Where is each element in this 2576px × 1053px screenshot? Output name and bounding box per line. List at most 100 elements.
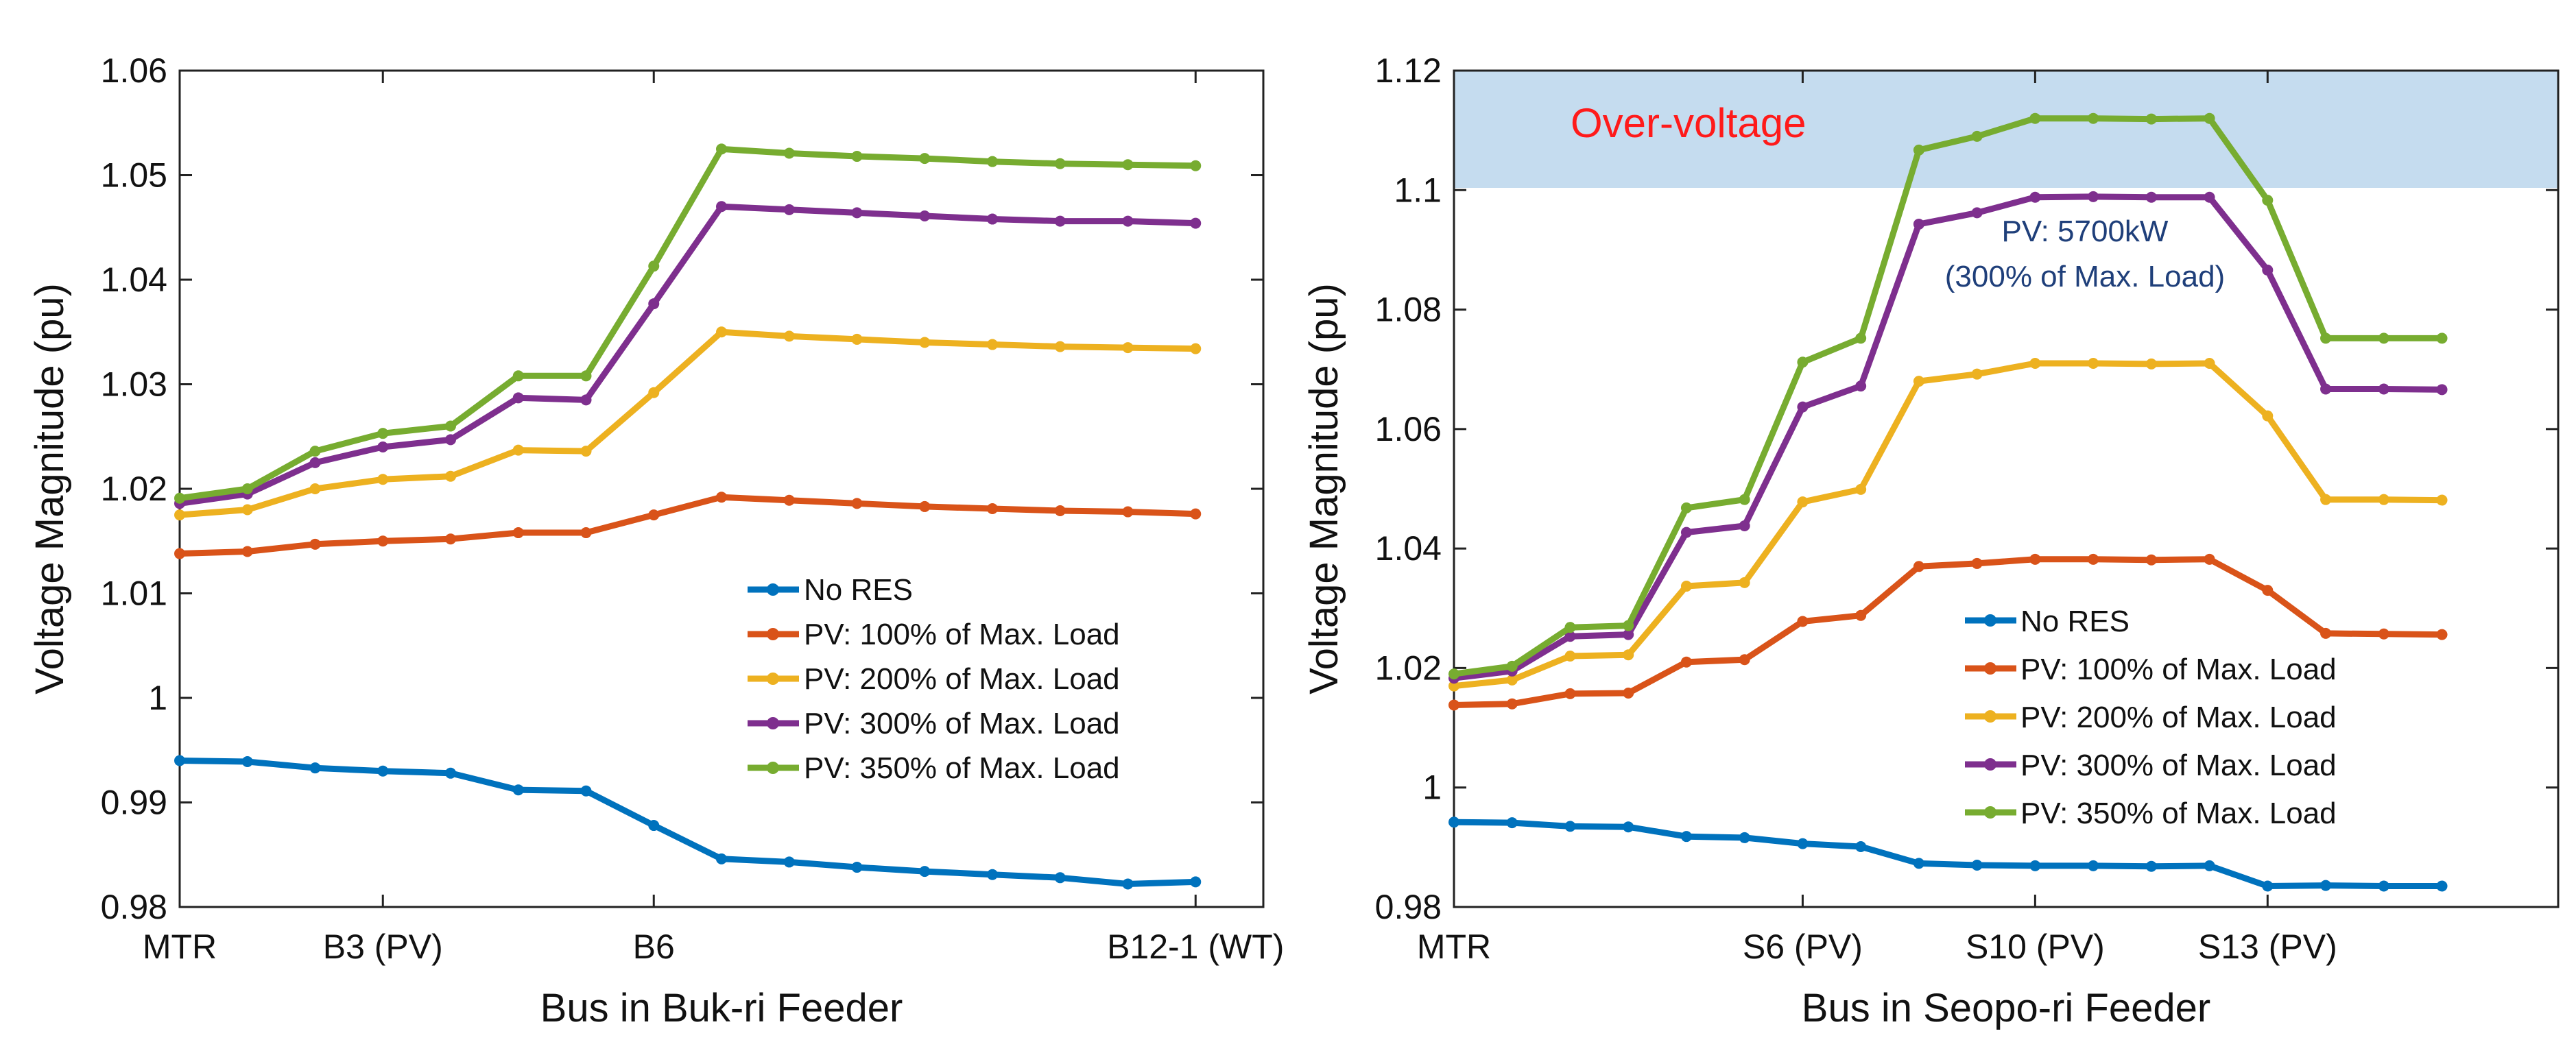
data-point <box>2436 880 2448 892</box>
data-point <box>445 767 456 779</box>
legend-item-pv-200: PV: 200% of Max. Load <box>748 662 1120 696</box>
y-tick-label: 1.03 <box>101 365 167 404</box>
data-point <box>2204 191 2215 203</box>
data-point <box>2204 358 2215 369</box>
data-point <box>1797 401 1809 413</box>
series-line <box>176 145 1199 502</box>
data-point <box>987 869 998 880</box>
data-point <box>512 370 524 382</box>
data-point <box>919 500 931 512</box>
legend: No RES PV: 100% of Max. Load PV: 200% of… <box>748 573 1120 785</box>
data-point <box>1564 821 1576 832</box>
x-tick-label: S10 (PV) <box>1966 928 2105 966</box>
data-point <box>2436 494 2448 506</box>
legend-item-no-res: No RES <box>1965 605 2130 638</box>
data-point <box>1190 160 1202 171</box>
x-axis-ticks: MTR S6 (PV) S10 (PV) S13 (PV) <box>1417 71 2337 966</box>
data-point <box>2029 191 2041 203</box>
data-point <box>2145 860 2157 872</box>
series-4 <box>174 143 1202 504</box>
data-point <box>1054 215 1066 227</box>
y-tick-label: 1.06 <box>101 51 167 90</box>
series-0 <box>174 755 1202 890</box>
data-point <box>2088 358 2099 369</box>
x-axis-ticks: MTR B3 (PV) B6 B12-1 (WT) <box>143 71 1284 966</box>
data-point <box>648 261 660 272</box>
data-point <box>377 428 389 439</box>
x-axis-label: Bus in Buk-ri Feeder <box>540 986 903 1030</box>
x-tick-label: MTR <box>1417 928 1491 966</box>
data-point <box>2378 383 2389 395</box>
data-point <box>241 483 253 494</box>
data-point <box>174 509 185 521</box>
plot-area <box>1453 69 2560 908</box>
data-point <box>1623 629 1634 640</box>
data-point <box>580 394 592 406</box>
over-voltage-label: Over-voltage <box>1571 100 1806 146</box>
data-point <box>2088 191 2099 202</box>
y-tick-label: 1 <box>1422 768 1442 807</box>
data-point <box>1564 688 1576 699</box>
y-axis-ticks: 0.98 1 1.02 1.04 1.06 1.08 1.1 1.12 <box>1375 51 2558 926</box>
data-point <box>1448 699 1459 711</box>
data-point <box>1448 680 1459 692</box>
data-point <box>2029 860 2041 871</box>
data-point <box>1564 631 1576 642</box>
data-point <box>377 535 389 547</box>
data-point <box>1913 561 1924 572</box>
data-point <box>2320 880 2332 891</box>
x-tick-label: B6 <box>633 928 675 966</box>
data-point <box>919 153 931 165</box>
legend-item-pv-350: PV: 350% of Max. Load <box>1965 797 2337 830</box>
data-point <box>1971 130 1983 142</box>
data-point <box>1913 858 1924 869</box>
data-point <box>580 527 592 539</box>
legend-item-pv-300: PV: 300% of Max. Load <box>1965 749 2337 782</box>
legend-label: PV: 200% of Max. Load <box>804 662 1120 696</box>
data-point <box>1680 831 1692 843</box>
data-point <box>851 207 863 219</box>
x-tick-label: S6 (PV) <box>1743 928 1863 966</box>
data-point <box>1506 698 1518 710</box>
data-point <box>309 538 321 550</box>
data-point <box>1122 506 1134 518</box>
data-point <box>445 420 456 432</box>
data-point <box>512 527 524 539</box>
data-point <box>1564 651 1576 662</box>
legend-item-pv-300: PV: 300% of Max. Load <box>748 707 1120 740</box>
y-axis-ticks: 0.98 0.99 1 1.01 1.02 1.03 1.04 1.05 1.06 <box>101 51 1263 926</box>
x-tick-label: MTR <box>143 928 217 966</box>
data-point <box>377 474 389 485</box>
data-point <box>241 504 253 516</box>
data-point <box>1739 577 1750 588</box>
data-point <box>919 210 931 221</box>
data-point <box>919 866 931 878</box>
x-axis-label: Bus in Seopo-ri Feeder <box>1802 986 2210 1030</box>
data-point <box>1680 581 1692 592</box>
y-tick-label: 0.98 <box>1375 888 1442 926</box>
chart-seopo-ri: 0.98 1 1.02 1.04 1.06 1.08 1.1 1.12 MTR S6 (PV) S… <box>1302 51 2560 1030</box>
y-tick-label: 1 <box>148 679 167 717</box>
data-point <box>1122 215 1134 227</box>
y-tick-label: 1.04 <box>101 261 167 299</box>
x-tick-label: B12-1 (WT) <box>1107 928 1284 966</box>
data-point <box>648 298 660 310</box>
data-point <box>987 339 998 350</box>
data-point <box>1623 649 1634 661</box>
data-point <box>512 392 524 404</box>
series-3 <box>174 201 1202 509</box>
legend-label: PV: 300% of Max. Load <box>2020 749 2337 782</box>
data-point <box>1739 494 1750 505</box>
series-line <box>1451 193 2445 681</box>
y-tick-label: 1.05 <box>101 156 167 195</box>
data-point <box>851 862 863 873</box>
series-0 <box>1448 816 2448 892</box>
data-point <box>2204 860 2215 871</box>
legend-label: No RES <box>804 573 913 607</box>
data-point <box>1190 508 1202 520</box>
data-point <box>648 820 660 832</box>
y-tick-label: 1.06 <box>1375 410 1442 448</box>
series-2 <box>1448 358 2448 692</box>
data-point <box>2378 332 2389 344</box>
